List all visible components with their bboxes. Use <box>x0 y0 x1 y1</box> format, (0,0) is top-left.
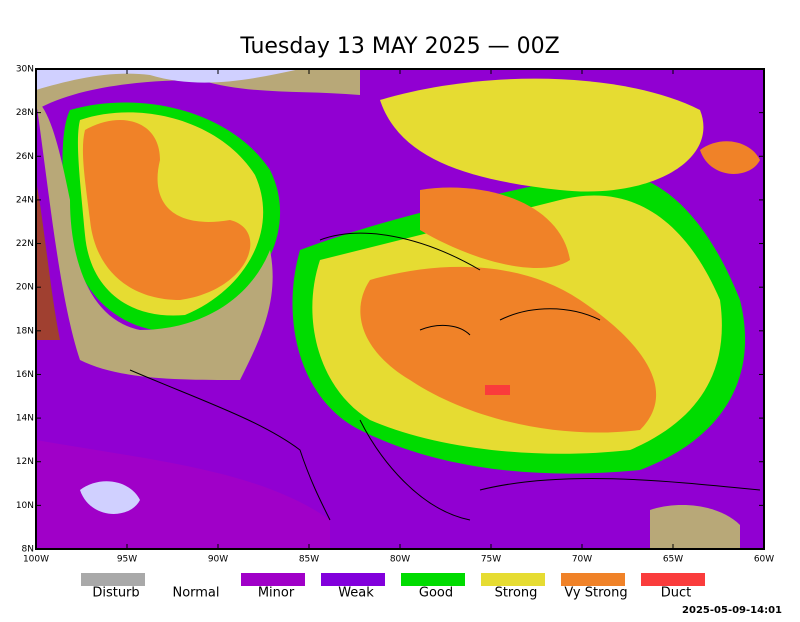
lat-label: 18N <box>16 326 34 336</box>
lon-label: 70W <box>572 555 592 565</box>
legend-label: Normal <box>172 586 219 601</box>
lat-label: 16N <box>16 370 34 380</box>
lat-label: 22N <box>16 239 34 249</box>
legend-label: Good <box>419 586 453 601</box>
legend-swatch <box>401 573 465 586</box>
legend-label: Vy Strong <box>564 586 627 601</box>
lat-label: 26N <box>16 152 34 162</box>
legend-label: Disturb <box>92 586 139 601</box>
lat-label: 20N <box>16 283 34 293</box>
lat-label: 8N <box>22 545 34 555</box>
lon-label: 90W <box>208 555 228 565</box>
lon-label: 60W <box>754 555 774 565</box>
legend-label: Weak <box>338 586 374 601</box>
legend-swatch <box>161 573 225 586</box>
lon-label: 95W <box>117 555 137 565</box>
legend-swatch <box>321 573 385 586</box>
lat-label: 14N <box>16 414 34 424</box>
timestamp: 2025-05-09-14:01 <box>682 605 782 616</box>
lat-label: 30N <box>16 65 34 75</box>
lat-label: 24N <box>16 195 34 205</box>
legend-swatch <box>641 573 705 586</box>
legend-swatch <box>561 573 625 586</box>
legend-swatch <box>241 573 305 586</box>
legend-label: Duct <box>661 586 692 601</box>
lon-label: 65W <box>663 555 683 565</box>
lat-label: 12N <box>16 457 34 467</box>
legend-label: Minor <box>258 586 295 601</box>
lon-label: 80W <box>390 555 410 565</box>
lat-label: 10N <box>16 501 34 511</box>
lat-label: 28N <box>16 108 34 118</box>
lon-label: 75W <box>481 555 501 565</box>
legend-swatch <box>481 573 545 586</box>
legend-label: Strong <box>495 586 538 601</box>
legend-swatch <box>81 573 145 586</box>
legend: Disturb Normal Minor Weak Good Strong Vy Stron… <box>81 573 705 601</box>
lon-label: 100W <box>23 555 49 565</box>
title: Tuesday 13 MAY 2025 — 00Z <box>239 34 559 59</box>
lon-label: 85W <box>299 555 319 565</box>
